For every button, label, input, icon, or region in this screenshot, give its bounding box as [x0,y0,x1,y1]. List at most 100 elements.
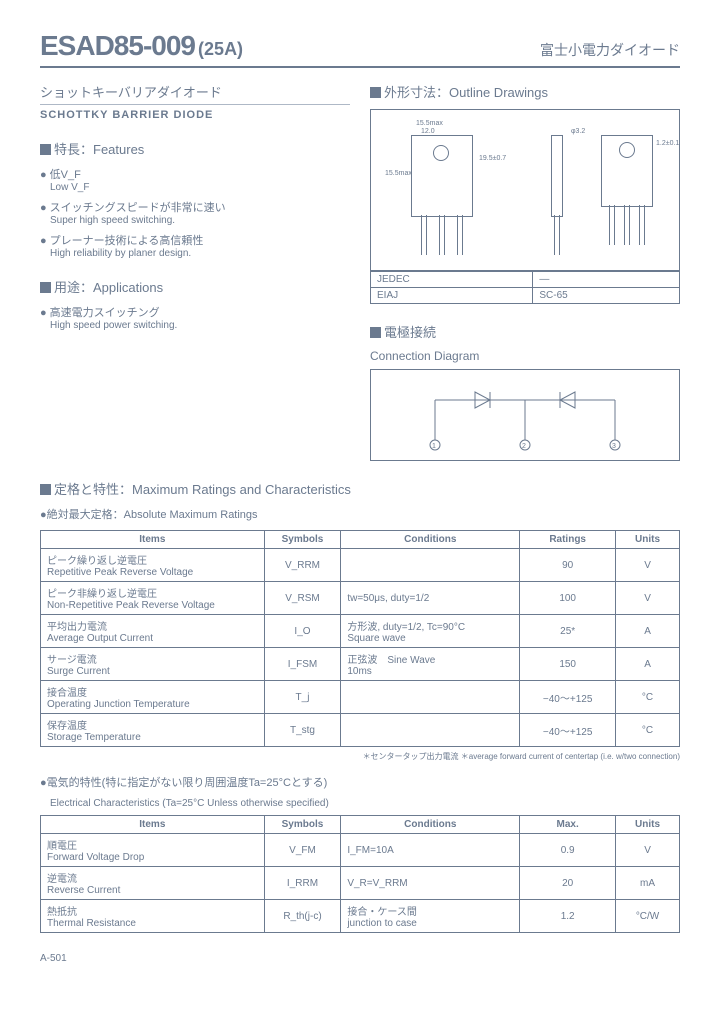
dim-text: 12.0 [421,128,435,135]
cell-rating: 25* [520,615,616,648]
application-en: High speed power switching. [50,320,350,331]
square-bullet-icon [40,144,51,155]
table-row: 逆電流Reverse CurrentI_RRMV_R=V_RRM20mA [41,867,680,900]
cell-unit: V [616,834,680,867]
electrical-title: ●電気的特性(特に指定がない限り周囲温度Ta=25°Cとする) [40,774,680,790]
square-bullet-icon [370,327,381,338]
cell-rating: −40～+125 [520,681,616,714]
feature-item: ●スイッチングスピードが非常に速いSuper high speed switch… [40,199,350,226]
electrical-table: Items Symbols Conditions Max. Units 順電圧F… [40,815,680,933]
application-jp: ●高速電力スイッチング [40,304,350,320]
cell-rating: 150 [520,648,616,681]
feature-jp: ●スイッチングスピードが非常に速い [40,199,350,215]
feature-en: High reliability by planer design. [50,248,350,259]
col-header: Units [616,531,680,549]
cell-items: ピーク非繰り返し逆電圧Non-Repetitive Peak Reverse V… [41,582,265,615]
cell-rating: 100 [520,582,616,615]
cell: — [533,272,680,288]
col-header: Conditions [341,531,520,549]
feature-jp: ●プレーナー技術による高信頼性 [40,232,350,248]
feature-en: Low V_F [50,182,350,193]
brand-text: 富士小電力ダイオード [540,40,680,60]
package-side-icon [551,135,563,217]
table-row: サージ電流Surge CurrentI_FSM正弦波 Sine Wave 10m… [41,648,680,681]
dim-text: φ3.2 [571,128,585,135]
electrical-subtitle: Electrical Characteristics (Ta=25°C Unle… [50,798,680,809]
cell: SC-65 [533,288,680,304]
cell-symbol: V_RRM [264,549,341,582]
col-header: Conditions [341,816,520,834]
cell-cond: 方形波, duty=1/2, Tc=90°C Square wave [341,615,520,648]
package-hole-icon [619,142,635,158]
table-row: 保存温度Storage TemperatureT_stg−40～+125°C [41,714,680,747]
cell-symbol: T_stg [264,714,341,747]
cell-rating: −40～+125 [520,714,616,747]
package-hole-icon [433,145,449,161]
dim-text: 15.5max [416,120,443,127]
cell-symbol: V_RSM [264,582,341,615]
cell-items: 逆電流Reverse Current [41,867,265,900]
cell-cond [341,714,520,747]
table-row: 平均出力電流Average Output CurrentI_O方形波, duty… [41,615,680,648]
cell-items: 順電圧Forward Voltage Drop [41,834,265,867]
svg-text:1: 1 [432,443,436,450]
cell-max: 0.9 [520,834,616,867]
table-row: ピーク非繰り返し逆電圧Non-Repetitive Peak Reverse V… [41,582,680,615]
part-suffix: (25A) [198,39,243,59]
connection-subtitle: Connection Diagram [370,349,680,363]
cell-items: 接合温度Operating Junction Temperature [41,681,265,714]
subtitle-en: SCHOTTKY BARRIER DIODE [40,109,350,121]
cell-symbol: T_j [264,681,341,714]
header: ESAD85-009 (25A) 富士小電力ダイオード [40,30,680,68]
feature-item: ●低V_FLow V_F [40,166,350,193]
features-list: ●低V_FLow V_F ●スイッチングスピードが非常に速いSuper high … [40,166,350,259]
cell-cond: 正弦波 Sine Wave 10ms [341,648,520,681]
cell-symbol: V_FM [264,834,341,867]
table-row: 接合温度Operating Junction TemperatureT_j −40… [41,681,680,714]
cell-max: 20 [520,867,616,900]
cell-cond [341,681,520,714]
dim-text: 1.2±0.1 [656,140,679,147]
cell-unit: °C/W [616,900,680,933]
cell-unit: A [616,648,680,681]
cell-items: 保存温度Storage Temperature [41,714,265,747]
cell-items: 平均出力電流Average Output Current [41,615,265,648]
applications-title: 用途：Applications [40,277,350,296]
cell: EIAJ [371,288,533,304]
cell-symbol: I_RRM [264,867,341,900]
col-header: Items [41,816,265,834]
package-side-lead-icon [554,215,560,255]
ratings-table: Items Symbols Conditions Ratings Units ピ… [40,530,680,747]
cell-unit: °C [616,681,680,714]
cell-rating: 90 [520,549,616,582]
cell-symbol: R_th(j-c) [264,900,341,933]
svg-text:3: 3 [612,443,616,450]
package-table: JEDEC — EIAJ SC-65 [370,271,680,304]
part-number-block: ESAD85-009 (25A) [40,30,243,62]
dim-text: 19.5±0.7 [479,155,506,162]
cell-cond: 接合・ケース間 junction to case [341,900,520,933]
cell-unit: mA [616,867,680,900]
ratings-title: 定格と特性：Maximum Ratings and Characteristic… [40,479,680,498]
package-lead-icon [457,215,463,255]
feature-item: ●プレーナー技術による高信頼性High reliability by plane… [40,232,350,259]
table-row: ピーク繰り返し逆電圧Repetitive Peak Reverse Voltag… [41,549,680,582]
col-header: Symbols [264,816,341,834]
cell-cond: tw=50μs, duty=1/2 [341,582,520,615]
outline-drawing: 15.5max 12.0 19.5±0.7 15.5max φ3.2 1.2±0… [370,109,680,271]
cell-max: 1.2 [520,900,616,933]
connection-diagram: 1 2 3 [370,369,680,461]
square-bullet-icon [40,282,51,293]
cell-unit: V [616,582,680,615]
col-header: Items [41,531,265,549]
package-lead-icon [439,215,445,255]
cell: JEDEC [371,272,533,288]
cell-unit: A [616,615,680,648]
diode-schematic-icon: 1 2 3 [371,370,679,460]
table-row: 順電圧Forward Voltage DropV_FMI_FM=10A0.9V [41,834,680,867]
package-lead-icon [421,215,427,255]
package-lead-icon [639,205,645,245]
part-number: ESAD85-009 [40,30,195,61]
svg-text:2: 2 [522,443,526,450]
connection-title: 電極接続 [370,322,680,341]
